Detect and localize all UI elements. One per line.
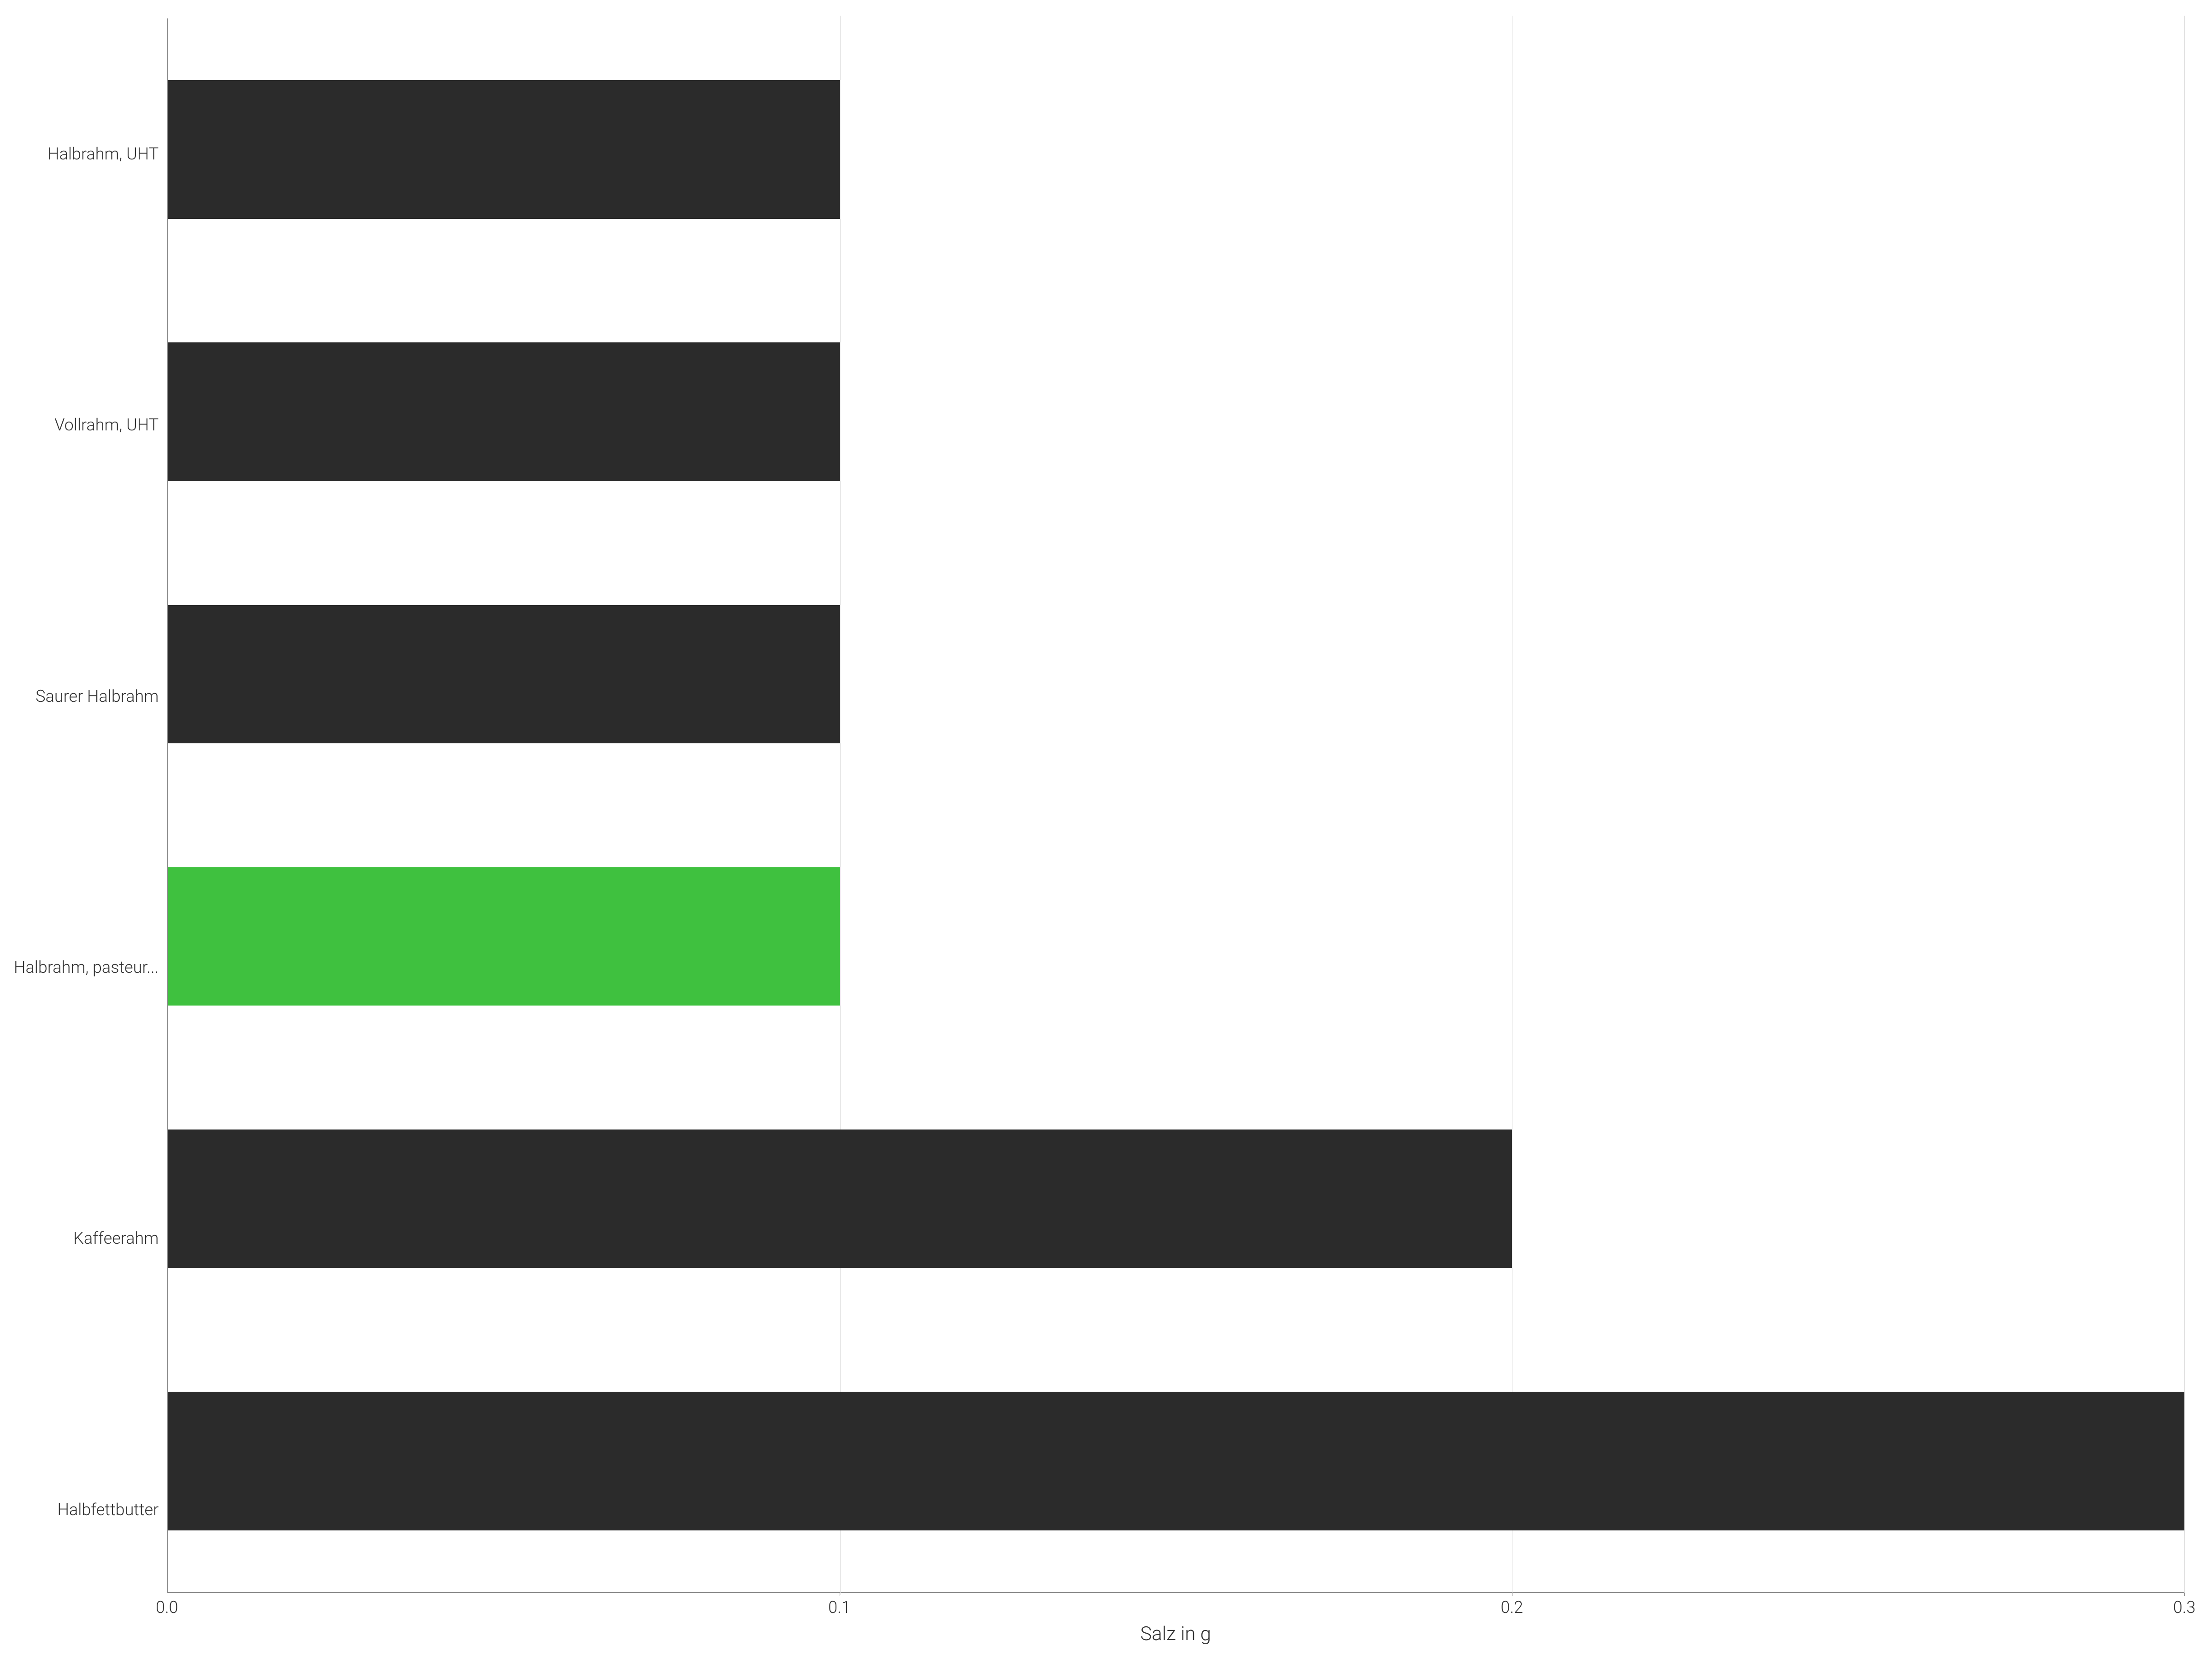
y-axis-label: Kaffeerahm (14, 1229, 159, 1248)
gridline (840, 16, 841, 1595)
bar (168, 867, 840, 1006)
bar (168, 342, 840, 481)
x-tick-mark (2184, 1593, 2185, 1596)
y-axis-label: Saurer Halbrahm (14, 687, 159, 706)
bar-row (168, 80, 2184, 219)
y-axis-label: Halbfettbutter (14, 1500, 159, 1519)
y-axis-label: Halbrahm, pasteur... (14, 958, 159, 977)
bar-chart: Halbrahm, UHT Vollrahm, UHT Saurer Halbrah… (0, 0, 2212, 1659)
bar-row (168, 1130, 2184, 1268)
plot-area (167, 18, 2184, 1593)
bar (168, 80, 840, 219)
bar-row (168, 1392, 2184, 1530)
x-tick-label: 0.2 (1500, 1598, 1523, 1617)
bar (168, 1130, 1512, 1268)
bar-row (168, 605, 2184, 744)
y-axis-labels: Halbrahm, UHT Vollrahm, UHT Saurer Halbrah… (14, 18, 167, 1645)
bar (168, 1392, 2184, 1530)
x-tick-label: 0.3 (2173, 1598, 2196, 1617)
x-tick-label: 0.0 (156, 1598, 178, 1617)
y-axis-label: Vollrahm, UHT (14, 415, 159, 435)
gridline (2184, 16, 2185, 1595)
x-tick-label: 0.1 (828, 1598, 851, 1617)
bar-row (168, 867, 2184, 1006)
bar-row (168, 342, 2184, 481)
plot-row: Halbrahm, UHT Vollrahm, UHT Saurer Halbrah… (14, 18, 2184, 1645)
y-axis-label: Halbrahm, UHT (14, 144, 159, 164)
x-axis-title: Salz in g (167, 1621, 2184, 1645)
x-axis-ticks: 0.00.10.20.3 (167, 1593, 2184, 1621)
plot-column: 0.00.10.20.3 Salz in g (167, 18, 2184, 1645)
bar (168, 605, 840, 744)
